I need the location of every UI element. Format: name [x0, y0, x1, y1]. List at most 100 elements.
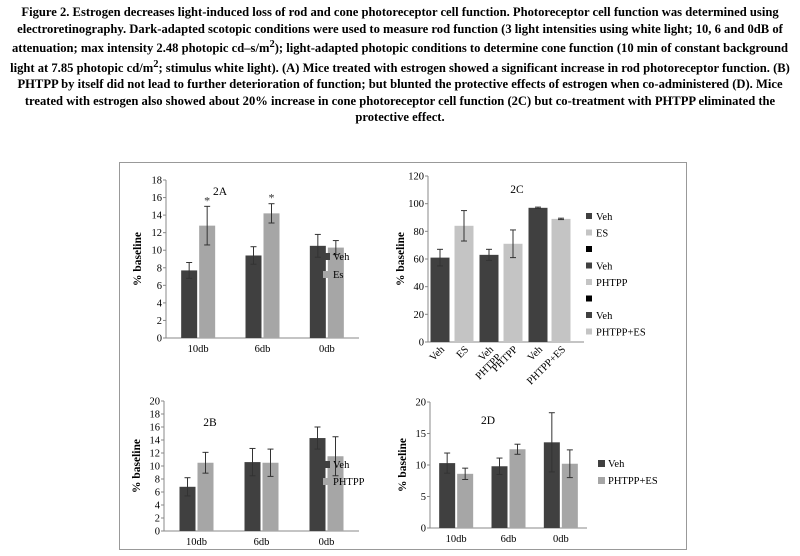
legend-label: PHTPP: [596, 278, 628, 289]
bar: [262, 462, 279, 531]
y-tick-label: 20: [150, 397, 161, 408]
caption-line: ; stimulus white light).: [158, 60, 279, 75]
y-tick-label: 40: [414, 282, 425, 293]
legend-label: Veh: [596, 262, 613, 273]
bar: [327, 456, 344, 531]
y-tick-label: 10: [150, 462, 161, 473]
x-tick-label: 6db: [255, 344, 271, 355]
y-tick-label: 60: [414, 255, 425, 266]
y-tick-label: 15: [416, 429, 427, 440]
y-tick-label: 6: [155, 488, 160, 499]
x-tick-label: 0db: [319, 344, 335, 355]
caption-line: treated with estrogen also showed about …: [24, 93, 652, 108]
legend-swatch: [323, 461, 330, 468]
legend-label: Es: [333, 270, 344, 281]
bar: [454, 225, 474, 342]
chart-title: 2D: [481, 415, 495, 427]
bar: [199, 225, 216, 338]
legend-swatch: [323, 478, 330, 485]
legend-label: Veh: [333, 460, 350, 471]
caption-line: conditions to determine cone function (1…: [10, 41, 789, 75]
chart-title: 2A: [213, 186, 228, 198]
bar: [179, 486, 196, 531]
y-axis-label: % baseline: [132, 232, 144, 286]
y-tick-label: 120: [408, 172, 424, 183]
x-tick-label: ES: [455, 344, 472, 361]
bar: [479, 254, 499, 342]
x-tick-label: 0db: [319, 537, 335, 548]
x-tick-label: 6db: [254, 537, 270, 548]
bar: [430, 257, 450, 342]
y-tick-label: 2: [155, 514, 160, 525]
y-tick-label: 10: [416, 461, 427, 472]
legend-label: ES: [596, 229, 608, 240]
bar: [263, 213, 280, 338]
y-tick-label: 10: [152, 246, 163, 257]
caption-line: intensities using white light; 10, 6 and…: [11, 21, 783, 56]
caption-line: (A) Mice treated with estrogen showed a …: [17, 60, 790, 92]
legend-swatch: [323, 253, 330, 260]
bar: [245, 255, 262, 338]
legend-swatch: [586, 295, 592, 302]
y-tick-label: 14: [152, 211, 163, 222]
y-tick-label: 16: [152, 193, 163, 204]
chart-2c: 0 20 40 60 80 100 120 % baseline 2C Veh ES Veh PHTPP…: [395, 172, 646, 388]
y-tick-label: 0: [421, 524, 426, 535]
bar: [491, 466, 508, 528]
y-tick-label: 4: [157, 298, 163, 309]
caption-line: PHTPP eliminated the protective effect.: [355, 93, 776, 125]
legend-swatch: [586, 312, 592, 318]
bar: [561, 463, 578, 528]
legend-swatch: [323, 271, 330, 278]
y-tick-label: 12: [150, 449, 161, 460]
y-tick-label: 0: [419, 338, 424, 349]
bar: [244, 462, 261, 531]
legend-swatch: [586, 213, 592, 219]
y-tick-label: 0: [157, 334, 162, 345]
y-tick-label: 18: [152, 176, 163, 187]
bar: [309, 245, 326, 338]
figure-frame: [119, 162, 687, 550]
bar: [551, 218, 571, 342]
legend-swatch: [598, 477, 605, 484]
legend-label: PHTPP+ES: [596, 328, 646, 339]
y-tick-label: 8: [155, 475, 160, 486]
figure-caption: Figure 2. Estrogen decreases light-induc…: [6, 4, 794, 126]
y-tick-label: 4: [155, 501, 161, 512]
legend-swatch: [586, 279, 592, 285]
x-tick-label: 10db: [446, 534, 467, 545]
legend-label: Veh: [333, 252, 350, 263]
y-tick-label: 100: [408, 199, 424, 210]
y-tick-label: 20: [416, 398, 427, 409]
y-tick-label: 16: [150, 423, 161, 434]
y-tick-label: 8: [157, 263, 162, 274]
y-tick-label: 12: [152, 228, 163, 239]
caption-superscript: 2: [153, 58, 159, 70]
legend-swatch: [586, 328, 592, 335]
caption-line: Figure 2. Estrogen decreases light-induc…: [21, 5, 659, 19]
significance-marker: *: [269, 191, 275, 205]
bar: [509, 449, 526, 528]
bar: [197, 462, 214, 531]
bar: [327, 247, 344, 338]
chart-2b: 0 2 4 6 8 10 12 14 16 18 20 % baseline 2B 10db 6db 0db V…: [131, 397, 365, 549]
y-tick-label: 20: [414, 310, 425, 321]
y-tick-label: 14: [150, 436, 161, 447]
bar: [457, 473, 474, 528]
significance-marker: *: [204, 193, 210, 207]
x-tick-label: Veh: [428, 344, 448, 364]
y-axis-label: % baseline: [131, 439, 143, 493]
legend-label: PHTPP: [333, 477, 365, 488]
x-tick-label-line: ES: [455, 344, 472, 361]
bar: [439, 463, 456, 528]
chart-title: 2C: [510, 184, 524, 196]
x-tick-label-line: Veh: [428, 344, 448, 364]
bar: [309, 438, 326, 531]
y-tick-label: 6: [157, 281, 162, 292]
y-tick-label: 2: [157, 316, 162, 327]
caption-line: was determined using electroretinography…: [17, 5, 779, 36]
y-tick-label: 18: [150, 410, 161, 421]
y-tick-label: 0: [155, 527, 160, 538]
x-tick-label: 10db: [188, 344, 209, 355]
y-axis-label: % baseline: [395, 232, 407, 286]
